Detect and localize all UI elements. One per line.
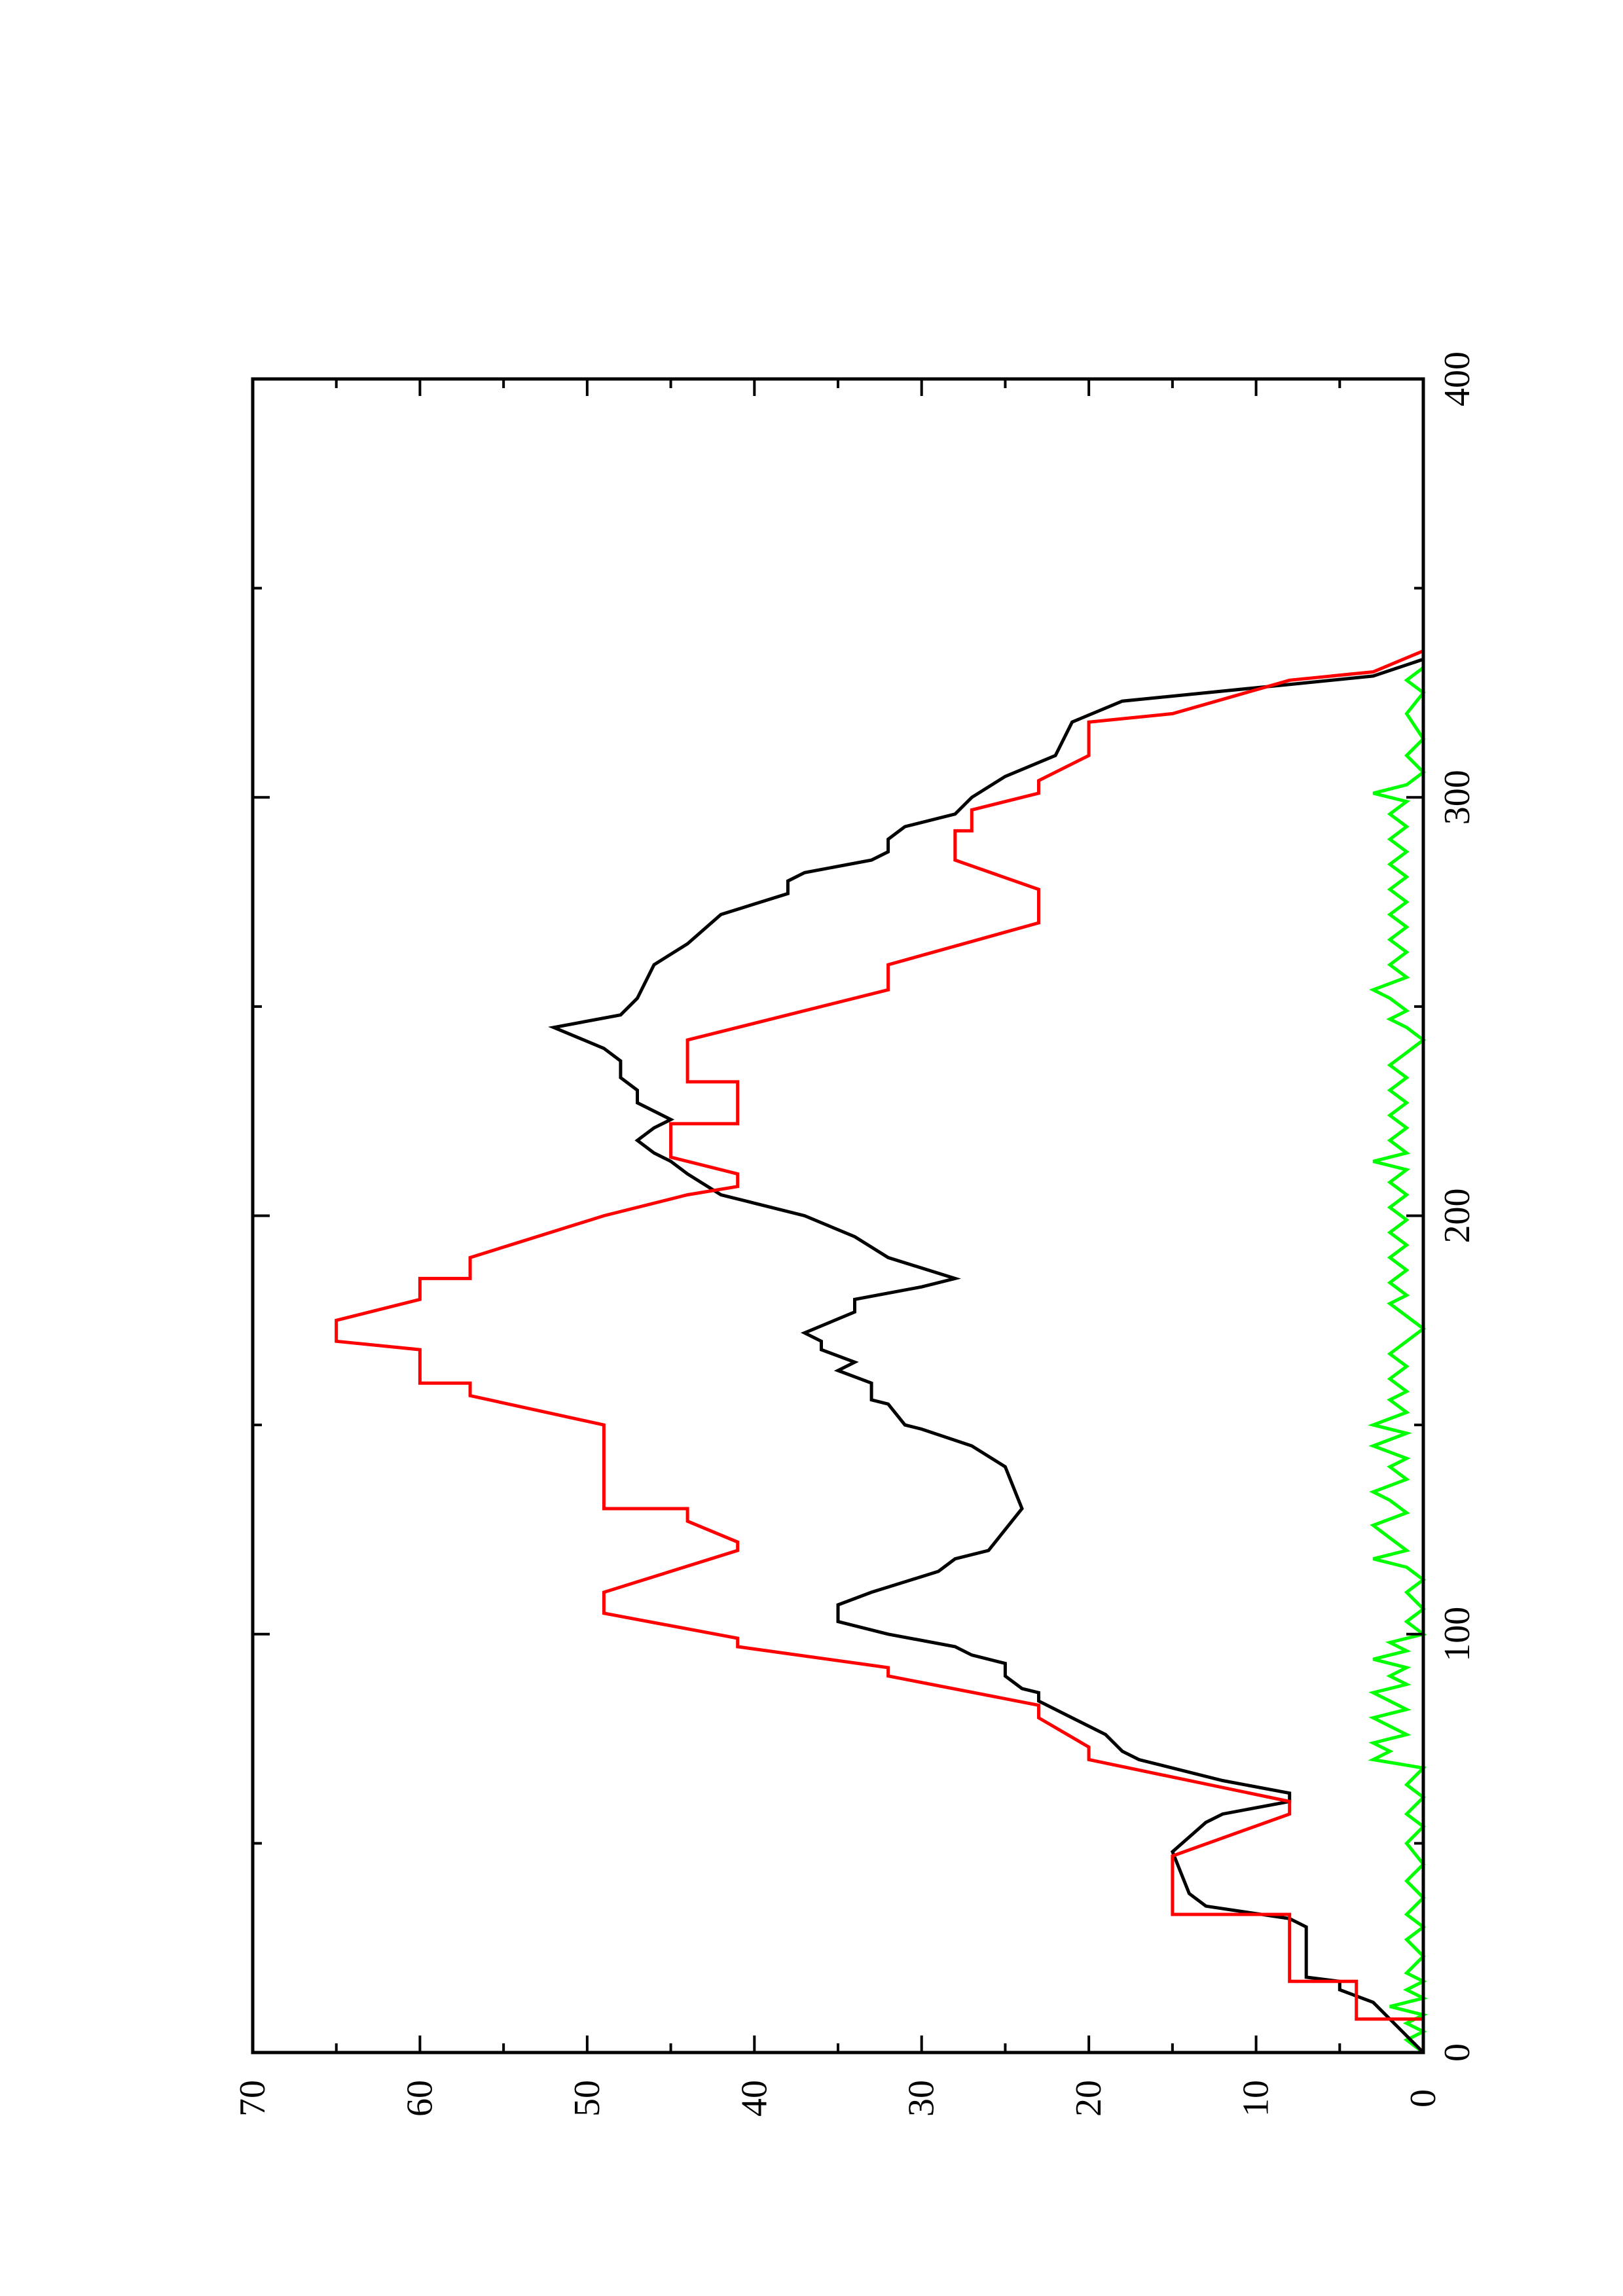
y-tick-label: 70 bbox=[232, 2080, 273, 2117]
x-tick-label: 400 bbox=[1437, 351, 1478, 406]
x-tick-label: 100 bbox=[1437, 1607, 1478, 1662]
x-tick-label: 300 bbox=[1437, 770, 1478, 825]
tick-layer bbox=[251, 378, 1425, 2054]
x-tick-label: 0 bbox=[1437, 2043, 1478, 2062]
series-layer bbox=[335, 609, 1429, 2054]
y-tick-label: 30 bbox=[902, 2080, 942, 2117]
label-layer: 0 100 200 300 400 0 10 20 30 40 50 60 70 bbox=[232, 351, 1478, 2117]
y-tick-label: 50 bbox=[567, 2080, 608, 2117]
y-tick-label: 10 bbox=[1236, 2080, 1277, 2117]
y-tick-label: 0 bbox=[1403, 2089, 1444, 2108]
plot-frame bbox=[251, 377, 1425, 2054]
y-tick-label: 40 bbox=[734, 2080, 775, 2117]
y-tick-label: 60 bbox=[399, 2080, 440, 2117]
y-tick-label: 20 bbox=[1068, 2080, 1109, 2117]
series-line-1 bbox=[335, 609, 1425, 2053]
x-tick-label: 200 bbox=[1437, 1189, 1478, 1244]
series-line-2 bbox=[548, 609, 1425, 2054]
series-line-3 bbox=[1368, 609, 1429, 2054]
